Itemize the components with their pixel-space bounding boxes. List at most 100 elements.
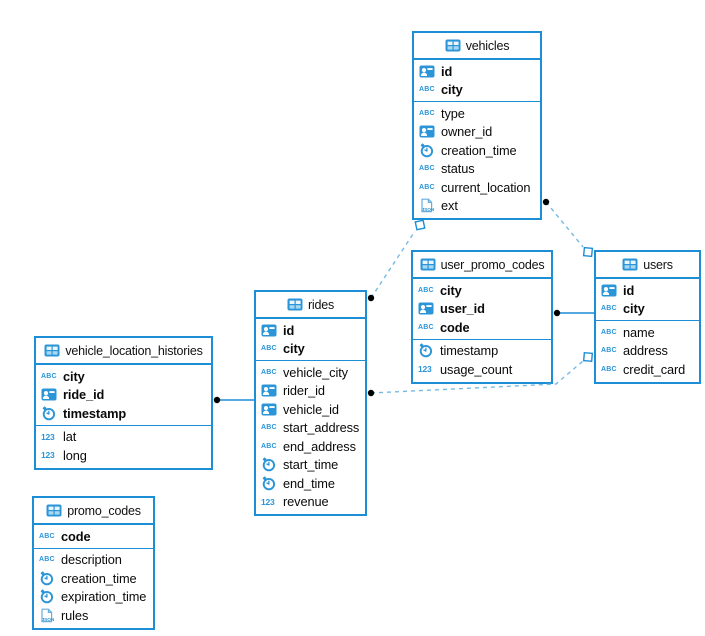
- column-label: city: [283, 341, 305, 357]
- entity-table-promo_codes[interactable]: promo_codes ABC code ABC description creat…: [32, 496, 155, 630]
- column-row[interactable]: 123 long: [36, 446, 211, 465]
- text-type-icon: ABC: [601, 365, 617, 373]
- column-label: ext: [441, 198, 458, 214]
- column-label: id: [441, 63, 453, 79]
- text-type-icon: ABC: [39, 532, 55, 540]
- column-row[interactable]: ABC city: [596, 300, 699, 319]
- column-label: ride_id: [63, 387, 105, 403]
- column-label: user_id: [440, 301, 485, 317]
- column-row[interactable]: ABC credit_card: [596, 360, 699, 379]
- key-columns-section: ABC code: [34, 525, 153, 549]
- column-row[interactable]: ABC city: [36, 367, 211, 386]
- column-label: long: [63, 447, 87, 463]
- column-label: current_location: [441, 179, 531, 195]
- table-title: vehicle_location_histories: [65, 343, 203, 358]
- text-type-icon: ABC: [419, 86, 435, 94]
- column-row[interactable]: ABC city: [413, 281, 551, 300]
- column-row[interactable]: start_time: [256, 456, 365, 475]
- table-header[interactable]: user_promo_codes: [413, 252, 551, 279]
- relationship-endpoint-diamond: [582, 351, 594, 363]
- table-title: rides: [307, 297, 335, 312]
- table-header[interactable]: promo_codes: [34, 498, 153, 525]
- text-type-icon: ABC: [419, 109, 435, 117]
- relationship-line-rides-vehicles[interactable]: [370, 230, 416, 299]
- column-label: type: [441, 105, 465, 121]
- column-row[interactable]: creation_time: [34, 569, 153, 588]
- column-row[interactable]: ABC start_address: [256, 419, 365, 438]
- column-row[interactable]: rider_id: [256, 382, 365, 401]
- table-icon: [420, 258, 436, 271]
- column-row[interactable]: ABC vehicle_city: [256, 363, 365, 382]
- relationship-endpoint-dot: [542, 198, 550, 206]
- column-label: id: [623, 282, 635, 298]
- column-row[interactable]: JSON ext: [414, 197, 540, 216]
- table-header[interactable]: vehicle_location_histories: [36, 338, 211, 365]
- column-row[interactable]: ABC end_address: [256, 437, 365, 456]
- column-row[interactable]: 123 revenue: [256, 493, 365, 512]
- column-row[interactable]: ABC status: [414, 160, 540, 179]
- column-row[interactable]: creation_time: [414, 141, 540, 160]
- column-row[interactable]: ABC address: [596, 342, 699, 361]
- column-label: city: [440, 282, 462, 298]
- column-row[interactable]: ABC code: [413, 318, 551, 337]
- columns-section: timestamp 123 usage_count: [413, 340, 551, 382]
- column-row[interactable]: 123 usage_count: [413, 360, 551, 379]
- column-row[interactable]: ABC description: [34, 551, 153, 570]
- column-row[interactable]: timestamp: [36, 404, 211, 423]
- column-label: description: [61, 552, 122, 568]
- column-row[interactable]: JSON rules: [34, 606, 153, 625]
- table-title: promo_codes: [67, 503, 141, 518]
- column-label: rules: [61, 607, 89, 623]
- table-icon: [44, 344, 60, 357]
- column-row[interactable]: ABC code: [34, 527, 153, 546]
- column-row[interactable]: id: [596, 281, 699, 300]
- relationship-endpoint-dot: [367, 389, 375, 397]
- table-title: users: [643, 257, 673, 272]
- entity-table-rides[interactable]: rides id ABC city ABC vehicle_city rider_id…: [254, 290, 367, 516]
- column-label: vehicle_city: [283, 364, 348, 380]
- entity-table-users[interactable]: users id ABC city ABC name ABC address ABC cred…: [594, 250, 701, 384]
- column-row[interactable]: vehicle_id: [256, 400, 365, 419]
- column-row[interactable]: end_time: [256, 474, 365, 493]
- text-type-icon: ABC: [418, 286, 434, 294]
- text-type-icon: ABC: [261, 442, 277, 450]
- column-label: rider_id: [283, 383, 325, 399]
- column-row[interactable]: id: [256, 321, 365, 340]
- column-row[interactable]: timestamp: [413, 342, 551, 361]
- uuid-icon: [419, 125, 437, 138]
- json-type-icon: JSON: [419, 198, 437, 213]
- column-row[interactable]: expiration_time: [34, 588, 153, 607]
- table-icon: [445, 39, 461, 52]
- table-header[interactable]: vehicles: [414, 33, 540, 60]
- json-type-icon: JSON: [39, 608, 57, 623]
- relationship-line-vehicles-users[interactable]: [545, 201, 584, 248]
- number-type-icon: 123: [41, 450, 55, 461]
- columns-section: ABC vehicle_city rider_id vehicle_id ABC st…: [256, 361, 365, 514]
- entity-table-user_promo_codes[interactable]: user_promo_codes ABC city user_id ABC code …: [411, 250, 553, 384]
- column-row[interactable]: ABC city: [414, 81, 540, 100]
- column-row[interactable]: ABC type: [414, 104, 540, 123]
- column-row[interactable]: ABC name: [596, 323, 699, 342]
- text-type-icon: ABC: [418, 323, 434, 331]
- table-header[interactable]: rides: [256, 292, 365, 319]
- column-row[interactable]: ABC current_location: [414, 178, 540, 197]
- columns-section: ABC description creation_time expiration_…: [34, 549, 153, 628]
- timestamp-icon: [261, 457, 279, 472]
- column-label: vehicle_id: [283, 401, 339, 417]
- column-row[interactable]: ABC city: [256, 340, 365, 359]
- table-icon: [287, 298, 303, 311]
- column-row[interactable]: owner_id: [414, 123, 540, 142]
- column-label: revenue: [283, 494, 329, 510]
- column-label: city: [63, 368, 85, 384]
- column-row[interactable]: id: [414, 62, 540, 81]
- column-row[interactable]: user_id: [413, 300, 551, 319]
- columns-section: ABC name ABC address ABC credit_card: [596, 321, 699, 382]
- column-row[interactable]: 123 lat: [36, 428, 211, 447]
- entity-table-vehicle_location_histories[interactable]: vehicle_location_histories ABC city ride_…: [34, 336, 213, 470]
- key-columns-section: ABC city ride_id timestamp: [36, 365, 211, 426]
- column-row[interactable]: ride_id: [36, 386, 211, 405]
- relationship-endpoint-dot: [367, 294, 375, 302]
- entity-table-vehicles[interactable]: vehicles id ABC city ABC type owner_id crea…: [412, 31, 542, 220]
- table-header[interactable]: users: [596, 252, 699, 279]
